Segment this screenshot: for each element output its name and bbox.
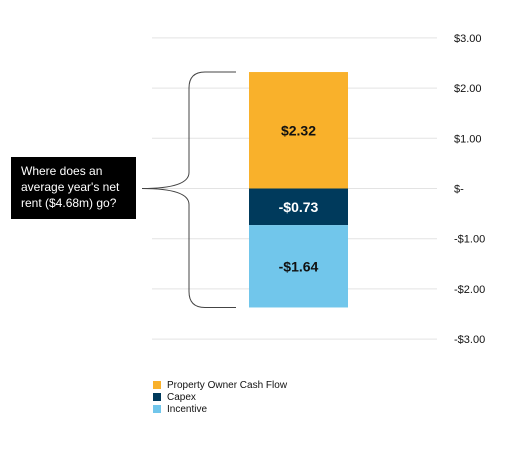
callout-box: Where does an average year's net rent ($… [11,157,136,219]
bar-segment [249,72,348,189]
y-tick-label: $1.00 [454,133,482,145]
callout-line: rent ($4.68m) go? [21,196,117,210]
y-tick-label: -$1.00 [454,234,485,246]
legend-item: Incentive [153,403,287,415]
legend-label: Incentive [167,403,208,415]
data-label: -$1.64 [279,258,319,274]
y-tick-label: $3.00 [454,33,482,45]
curly-brace [141,71,236,308]
data-label: -$0.73 [279,199,319,215]
y-tick-label: $- [454,184,464,196]
y-tick-label: -$3.00 [454,334,485,346]
bar-segment [249,188,348,226]
bar-segment [249,225,348,308]
legend-swatch [153,381,161,389]
callout-line: average year's net [21,180,120,194]
legend-item: Capex [153,391,287,403]
legend-label: Property Owner Cash Flow [167,379,288,391]
y-tick-label: -$2.00 [454,284,485,296]
legend-swatch [153,393,161,401]
legend: Property Owner Cash Flow Capex Incentive [153,379,287,415]
callout-line: Where does an [21,164,103,178]
data-label: $2.32 [281,122,316,138]
y-tick-label: $2.00 [454,83,482,95]
legend-item: Property Owner Cash Flow [153,379,287,391]
legend-swatch [153,405,161,413]
legend-label: Capex [167,391,196,403]
